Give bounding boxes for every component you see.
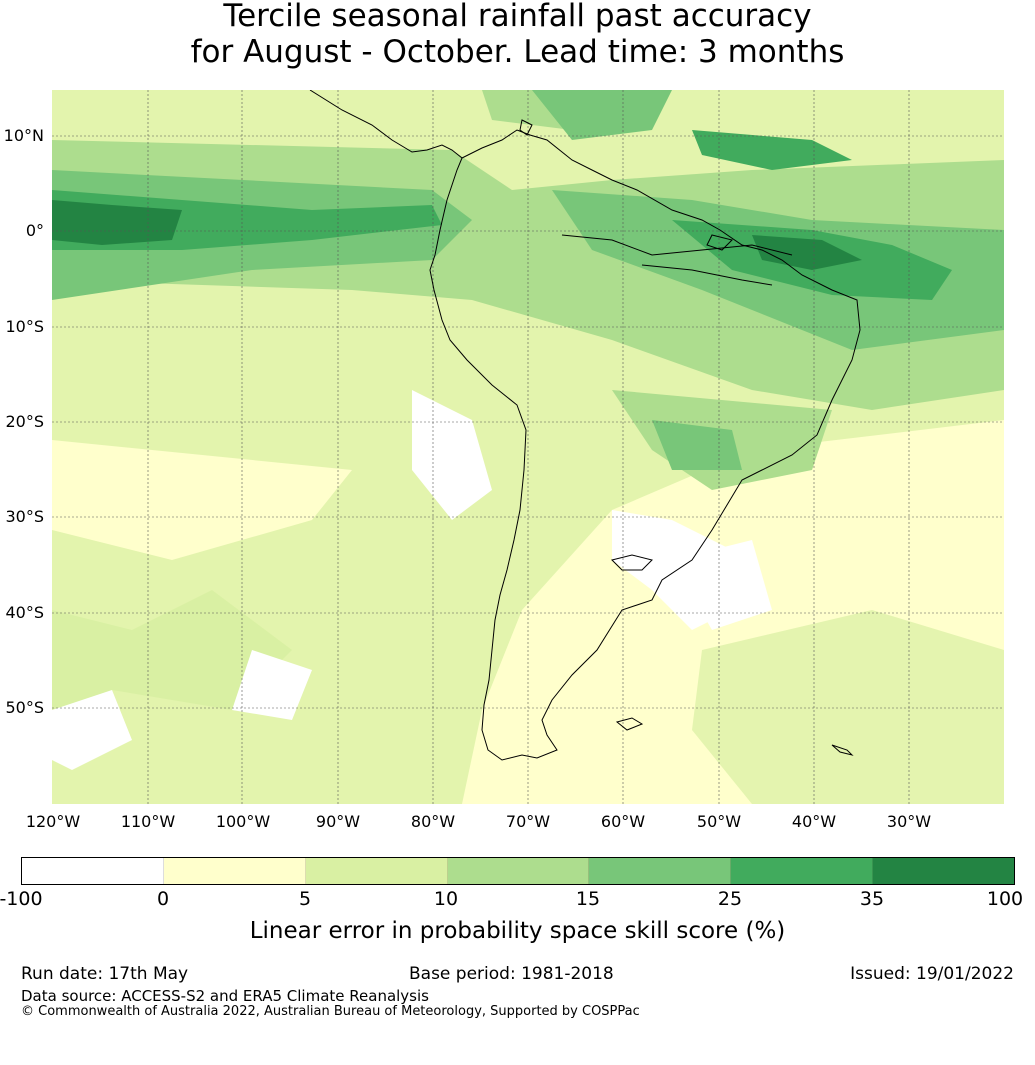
skill-region-25-35: [692, 130, 852, 170]
lon-label-120w: 120°W: [25, 812, 81, 831]
colorbar-segment: [22, 858, 164, 884]
lon-label-30w: 30°W: [886, 812, 932, 831]
lon-label-40w: 40°W: [791, 812, 837, 831]
map-canvas: [52, 90, 1004, 804]
falkland-islands: [615, 717, 644, 731]
colorbar-segment: [447, 858, 590, 884]
colorbar-tick: 100: [986, 888, 1024, 910]
lon-label-90w: 90°W: [315, 812, 361, 831]
skill-region-35-100: [752, 235, 862, 270]
lon-label-50w: 50°W: [696, 812, 742, 831]
amazon-channel: [561, 234, 793, 256]
skill-region-15-25: [532, 90, 672, 140]
map-title-line-1: Tercile seasonal rainfall past accuracy: [223, 0, 812, 34]
skill-score-map: [52, 90, 1004, 804]
run-date: Run date: 17th May: [21, 964, 189, 984]
colorbar-tick: -100: [0, 888, 43, 910]
colorbar-segment: [163, 858, 306, 884]
skill-region-5-10: [692, 610, 1004, 804]
amazon-river-mouth: [706, 234, 733, 251]
rio-de-la-plata: [611, 554, 653, 571]
colorbar: [21, 857, 1015, 885]
data-source: Data source: ACCESS-S2 and ERA5 Climate …: [21, 987, 429, 1005]
coastline: [309, 90, 861, 761]
colorbar-tick: 35: [859, 888, 885, 910]
colorbar-label: Linear error in probability space skill …: [249, 918, 786, 944]
lat-label-0: 0°: [25, 221, 44, 240]
lon-label-100w: 100°W: [215, 812, 271, 831]
lake-maracaibo: [519, 119, 533, 136]
base-period: Base period: 1981-2018: [409, 964, 614, 984]
lon-label-60w: 60°W: [600, 812, 646, 831]
lon-label-110w: 110°W: [120, 812, 176, 831]
colorbar-segment: [731, 858, 874, 884]
colorbar-segment: [305, 858, 448, 884]
south-america-coast: [429, 129, 861, 761]
skill-region-35-100: [52, 200, 182, 245]
gridlines: [52, 90, 1004, 804]
colorbar-tick: 10: [433, 888, 459, 910]
south-georgia: [831, 744, 854, 756]
skill-region-neg: [672, 540, 772, 630]
colorbar-segment: [873, 858, 1015, 884]
colorbar-segment: [589, 858, 732, 884]
colorbar-tick: 25: [717, 888, 743, 910]
lat-label-10n: 10°N: [3, 126, 44, 145]
map-title-line-2: for August - October. Lead time: 3 month…: [190, 34, 845, 70]
colorbar-tick: 0: [156, 888, 170, 910]
colorbar-tick: 15: [575, 888, 601, 910]
copyright-notice: © Commonwealth of Australia 2022, Austra…: [21, 1004, 640, 1019]
lat-label-30s: 30°S: [5, 507, 44, 526]
lat-label-50s: 50°S: [5, 698, 44, 717]
issued-date: Issued: 19/01/2022: [850, 964, 1014, 984]
skill-region-10-15: [652, 420, 742, 470]
skill-region-neg: [232, 650, 312, 720]
skill-field-layer: [52, 90, 1004, 804]
skill-region-5-10: [52, 590, 292, 730]
parana-channel: [641, 264, 773, 286]
colorbar-tick: 5: [298, 888, 312, 910]
lat-label-20s: 20°S: [5, 412, 44, 431]
skill-region-neg: [412, 390, 492, 520]
lat-label-10s: 10°S: [5, 317, 44, 336]
lon-label-80w: 80°W: [410, 812, 456, 831]
central-america-coast: [309, 90, 463, 159]
lon-label-70w: 70°W: [505, 812, 551, 831]
skill-region-neg: [52, 690, 132, 770]
lat-label-40s: 40°S: [5, 603, 44, 622]
